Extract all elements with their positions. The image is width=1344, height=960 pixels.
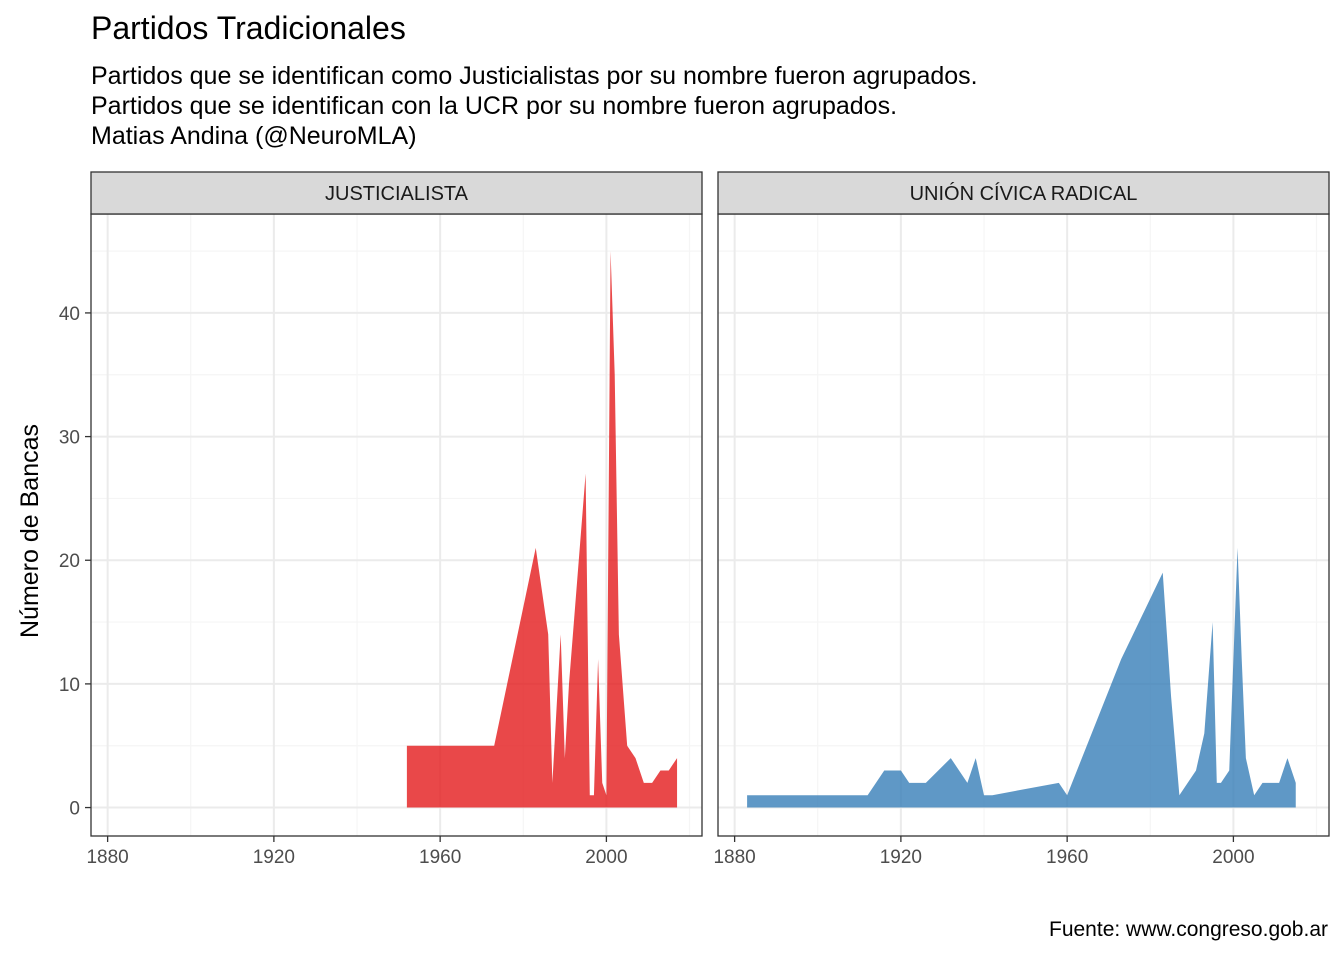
area-series — [747, 547, 1296, 808]
facet-strip-label: JUSTICIALISTA — [325, 183, 469, 205]
y-tick-label: 0 — [69, 799, 80, 820]
y-tick-label: 30 — [59, 428, 80, 449]
panel-2: UNIÓN CÍVICA RADICAL 1880 1920 1960 2000 — [713, 171, 1330, 868]
x-tick-label: 1920 — [880, 847, 922, 868]
subtitle-line-2: Partidos que se identifican con la UCR p… — [91, 92, 898, 120]
panel-1: JUSTICIALISTA 1880 1920 1960 2000 0 10 20 30 40 — [59, 171, 703, 868]
x-tick-label: 1880 — [86, 847, 128, 868]
x-tick-label: 2000 — [1212, 847, 1254, 868]
y-tick-label: 20 — [59, 551, 80, 572]
subtitle-line-1: Partidos que se identifican como Justici… — [91, 62, 978, 90]
x-tick-label: 2000 — [585, 847, 627, 868]
x-tick-label: 1920 — [253, 847, 295, 868]
subtitle-line-3: Matias Andina (@NeuroMLA) — [91, 122, 417, 150]
chart-caption: Fuente: www.congreso.gob.ar — [1049, 918, 1328, 941]
y-axis-label: Número de Bancas — [16, 424, 44, 638]
facet-strip-label: UNIÓN CÍVICA RADICAL — [910, 182, 1138, 205]
y-tick-label: 40 — [59, 304, 80, 325]
y-tick-label: 10 — [59, 675, 80, 696]
chart-title: Partidos Tradicionales — [91, 10, 406, 46]
facet-strip — [90, 171, 703, 215]
x-tick-label: 1880 — [713, 847, 755, 868]
facet-strip — [717, 171, 1330, 215]
x-tick-label: 1960 — [419, 847, 461, 868]
area-series — [406, 251, 678, 808]
chart-subtitle: Partidos que se identifican como Justici… — [91, 61, 978, 151]
x-tick-label: 1960 — [1046, 847, 1088, 868]
panel-background — [718, 214, 1329, 836]
